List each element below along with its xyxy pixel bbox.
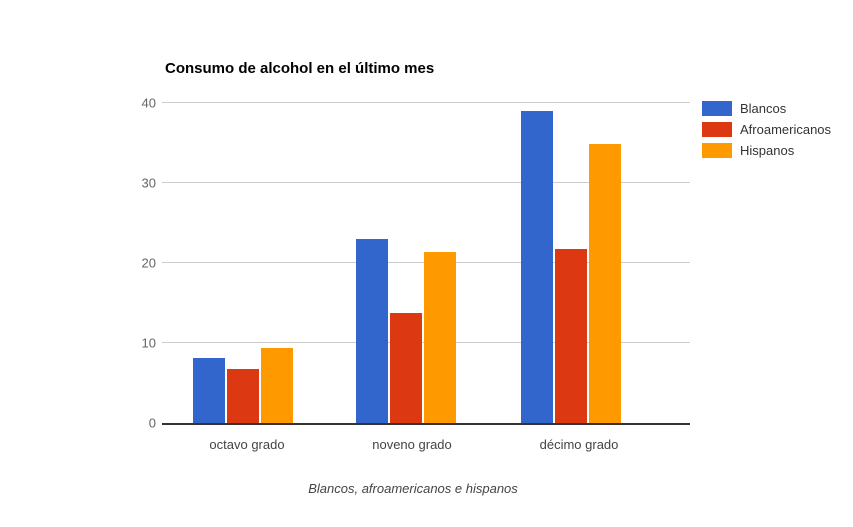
chart-title: Consumo de alcohol en el último mes xyxy=(165,60,435,77)
y-tick-label-20: 20 xyxy=(141,255,156,271)
legend-item-hispanos: Hispanos xyxy=(702,143,831,158)
bar-blancos-decimo-grado[interactable] xyxy=(521,111,553,423)
y-tick-label-40: 40 xyxy=(141,95,156,111)
bar-afroamericanos-decimo-grado[interactable] xyxy=(555,249,587,423)
bar-group-decimo-grado xyxy=(521,103,621,423)
y-tick-label-30: 30 xyxy=(141,175,156,191)
x-axis-title: Blancos, afroamericanos e hispanos xyxy=(308,481,518,496)
x-tick-label-octavo-grado: octavo grado xyxy=(209,437,285,452)
gridline-30 xyxy=(162,182,690,183)
x-tick-label-decimo-grado: décimo grado xyxy=(539,437,619,452)
legend: Blancos Afroamericanos Hispanos xyxy=(702,101,831,164)
legend-swatch-blancos xyxy=(702,101,732,116)
bar-hispanos-noveno-grado[interactable] xyxy=(424,251,456,423)
legend-item-blancos: Blancos xyxy=(702,101,831,116)
y-tick-label-10: 10 xyxy=(141,335,156,351)
legend-label-blancos: Blancos xyxy=(740,101,787,116)
gridline-40 xyxy=(162,102,690,103)
bar-afroamericanos-noveno-grado[interactable] xyxy=(390,312,422,423)
y-tick-label-0: 0 xyxy=(148,415,156,431)
bar-group-octavo-grado xyxy=(193,103,293,423)
bar-hispanos-decimo-grado[interactable] xyxy=(589,143,621,423)
bar-afroamericanos-octavo-grado[interactable] xyxy=(227,369,259,423)
plot-area xyxy=(162,102,690,425)
legend-item-afroamericanos: Afroamericanos xyxy=(702,122,831,137)
bar-blancos-noveno-grado[interactable] xyxy=(356,239,388,423)
legend-swatch-afroamericanos xyxy=(702,122,732,137)
legend-swatch-hispanos xyxy=(702,143,732,158)
bar-hispanos-octavo-grado[interactable] xyxy=(261,347,293,423)
x-tick-label-noveno-grado: noveno grado xyxy=(372,437,452,452)
bar-blancos-octavo-grado[interactable] xyxy=(193,358,225,423)
legend-label-hispanos: Hispanos xyxy=(740,143,795,158)
y-axis: 0 10 20 30 40 xyxy=(100,97,156,430)
bar-group-noveno-grado xyxy=(356,103,456,423)
legend-label-afroamericanos: Afroamericanos xyxy=(740,122,832,137)
